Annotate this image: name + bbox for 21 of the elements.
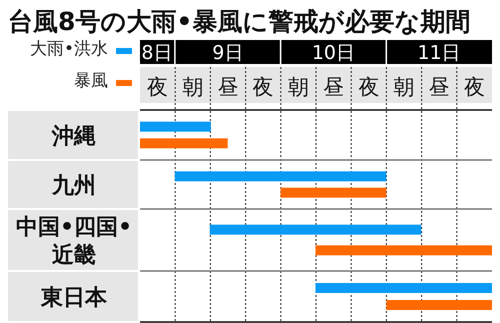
annotation: 朝 xyxy=(288,75,309,99)
annotation: 昼 xyxy=(428,75,450,99)
annotation: 朝 xyxy=(394,75,414,99)
annotation: 昼 xyxy=(323,75,344,99)
x-tick-label: 10日 xyxy=(312,42,356,64)
annotation: 夜 xyxy=(464,75,485,99)
annotation: 夜 xyxy=(358,75,380,99)
y-tick-label: 中国•四国• 近畿 xyxy=(16,215,132,268)
x-tick-label: 11日 xyxy=(418,42,461,64)
annotation: 昼 xyxy=(218,75,238,99)
annotation: 夜 xyxy=(147,75,168,99)
y-tick-label: 九州 xyxy=(51,174,96,198)
annotation: 夜 xyxy=(252,75,274,99)
annotation: 朝 xyxy=(182,75,204,99)
legend-label: 暴風 xyxy=(74,71,108,91)
y-tick-label: 東日本 xyxy=(40,286,108,310)
x-tick-label: 8日 xyxy=(141,42,172,64)
y-tick-label: 沖縄 xyxy=(51,124,96,149)
chart-title: 台風8号の大雨•暴風に警戒が必要な期間 xyxy=(8,7,470,36)
x-tick-label: 9日 xyxy=(212,42,244,64)
legend-label: 大雨•洪水 xyxy=(30,39,108,59)
